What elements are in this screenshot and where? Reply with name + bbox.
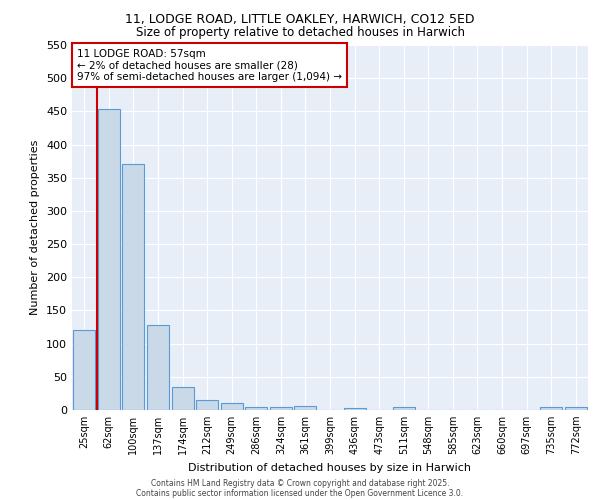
Bar <box>540 408 562 410</box>
Text: Contains public sector information licensed under the Open Government Licence 3.: Contains public sector information licen… <box>136 488 464 498</box>
Bar <box>565 408 587 410</box>
Bar <box>98 110 120 410</box>
X-axis label: Distribution of detached houses by size in Harwich: Distribution of detached houses by size … <box>188 462 472 472</box>
Text: Size of property relative to detached houses in Harwich: Size of property relative to detached ho… <box>136 26 464 39</box>
Text: 11 LODGE ROAD: 57sqm
← 2% of detached houses are smaller (28)
97% of semi-detach: 11 LODGE ROAD: 57sqm ← 2% of detached ho… <box>77 48 342 82</box>
Bar <box>147 325 169 410</box>
Y-axis label: Number of detached properties: Number of detached properties <box>31 140 40 315</box>
Bar <box>172 387 194 410</box>
Bar <box>270 408 292 410</box>
Bar <box>122 164 145 410</box>
Bar <box>73 330 95 410</box>
Bar <box>196 400 218 410</box>
Text: Contains HM Land Registry data © Crown copyright and database right 2025.: Contains HM Land Registry data © Crown c… <box>151 478 449 488</box>
Bar <box>344 408 365 410</box>
Bar <box>392 408 415 410</box>
Bar <box>221 404 243 410</box>
Text: 11, LODGE ROAD, LITTLE OAKLEY, HARWICH, CO12 5ED: 11, LODGE ROAD, LITTLE OAKLEY, HARWICH, … <box>125 12 475 26</box>
Bar <box>245 406 268 410</box>
Bar <box>295 406 316 410</box>
